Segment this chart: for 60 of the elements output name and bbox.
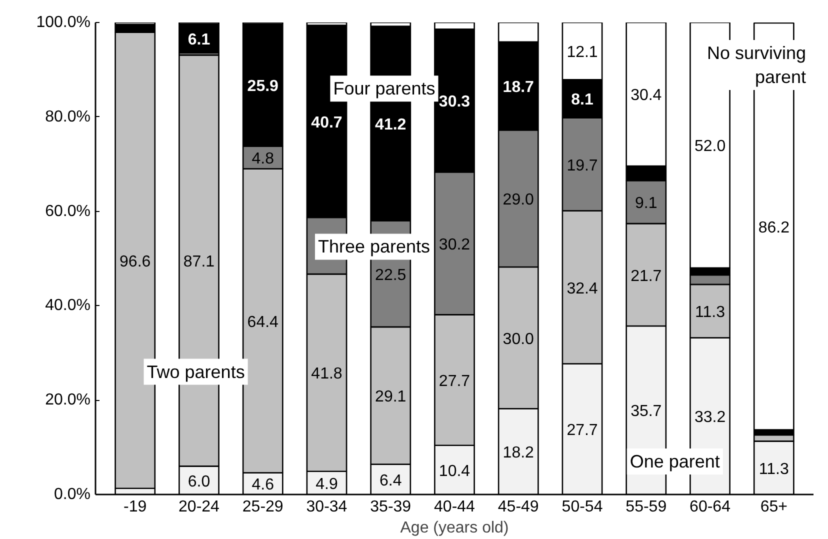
data-label: 96.6 xyxy=(120,253,151,270)
data-label: 6.4 xyxy=(380,472,402,490)
series-label: No surviving parent xyxy=(706,42,806,87)
data-label: 18.2 xyxy=(502,444,534,462)
data-label: 27.7 xyxy=(566,422,598,440)
data-label: 29.0 xyxy=(502,192,534,209)
data-label: 4.9 xyxy=(316,476,338,493)
series-label: Three parents xyxy=(318,236,430,257)
data-label: 19.7 xyxy=(566,157,598,174)
data-label: 9.1 xyxy=(635,195,658,212)
data-label: 87.1 xyxy=(183,254,215,271)
series-label: One parent xyxy=(630,451,720,472)
data-label: 11.3 xyxy=(695,304,726,322)
data-label: 33.2 xyxy=(694,409,726,426)
data-label: 30.0 xyxy=(502,330,534,348)
x-tick-label: 40-44 xyxy=(434,498,476,516)
data-label: 86.2 xyxy=(758,219,790,236)
x-tick-label: 50-54 xyxy=(562,498,603,516)
data-label: 21.7 xyxy=(630,268,662,285)
data-label: 29.1 xyxy=(375,388,406,406)
data-label: 8.1 xyxy=(571,92,594,109)
data-label: 4.8 xyxy=(252,150,274,168)
data-label: 52.0 xyxy=(694,138,726,156)
x-tick-label: 60-64 xyxy=(690,498,731,516)
y-tick-label: 60.0% xyxy=(45,202,91,220)
data-label: 11.3 xyxy=(758,460,789,478)
data-label: 27.7 xyxy=(438,373,470,390)
data-label: 41.8 xyxy=(311,366,342,383)
x-tick-label: 55-59 xyxy=(626,498,667,516)
x-tick-label: 25-29 xyxy=(242,498,284,516)
data-label: 6.0 xyxy=(188,473,210,490)
x-tick-label: 20-24 xyxy=(178,498,220,516)
data-label: 32.4 xyxy=(566,280,598,298)
data-label: 30.4 xyxy=(630,87,662,104)
data-label: 6.1 xyxy=(188,31,210,48)
data-label: 64.4 xyxy=(247,314,279,331)
data-label: 40.7 xyxy=(311,114,342,132)
data-label: 10.4 xyxy=(438,462,470,480)
data-label: 18.7 xyxy=(502,78,534,96)
data-label: 30.3 xyxy=(438,94,470,111)
x-tick-label: 30-34 xyxy=(306,498,348,516)
data-label: 30.2 xyxy=(438,236,470,254)
y-tick-label: 80.0% xyxy=(45,108,91,126)
data-label: 35.7 xyxy=(630,403,662,420)
data-label: 22.5 xyxy=(375,266,406,284)
x-tick-label: 45-49 xyxy=(498,498,539,516)
x-tick-label: 35-39 xyxy=(370,498,412,516)
data-label: 25.9 xyxy=(247,78,279,96)
data-label: 4.6 xyxy=(252,476,274,494)
series-label: Two parents xyxy=(146,362,245,382)
y-tick-label: 20.0% xyxy=(45,392,91,409)
data-label: 12.1 xyxy=(566,44,598,62)
x-tick-label: 65+ xyxy=(760,498,788,516)
x-axis-title: Age (years old) xyxy=(400,520,509,536)
series-label: Four parents xyxy=(333,78,436,99)
y-tick-label: 0.0% xyxy=(54,486,90,503)
y-tick-label: 40.0% xyxy=(45,297,91,314)
data-label: 41.2 xyxy=(375,116,406,134)
y-tick-label: 100.0% xyxy=(36,14,90,31)
x-tick-label: -19 xyxy=(124,498,147,516)
